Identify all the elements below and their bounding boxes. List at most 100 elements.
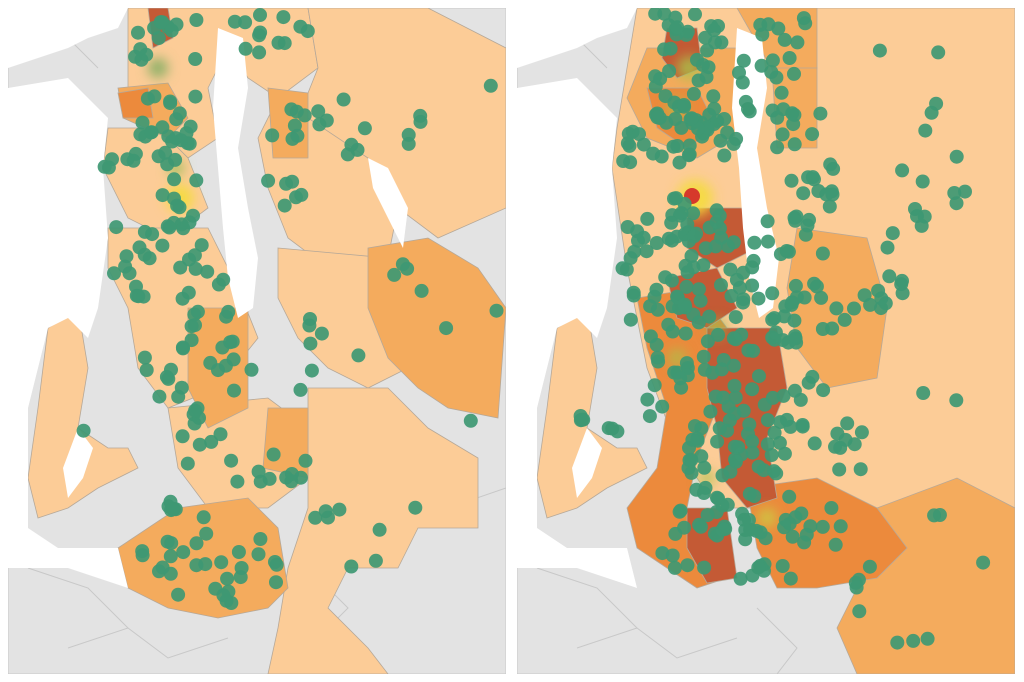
point-marker [152, 389, 167, 404]
point-marker [751, 459, 766, 474]
point-marker [265, 128, 280, 143]
point-marker [120, 152, 135, 167]
point-marker [698, 30, 713, 45]
point-marker [168, 152, 183, 167]
point-marker [639, 244, 654, 259]
point-marker [167, 172, 182, 187]
point-marker [135, 115, 150, 130]
point-marker [765, 53, 780, 68]
point-marker [741, 343, 756, 358]
point-marker [135, 548, 150, 563]
point-marker [680, 558, 695, 573]
point-marker [253, 532, 268, 546]
point-marker [220, 571, 235, 586]
point-marker [788, 278, 803, 293]
point-marker [790, 35, 805, 50]
point-marker [775, 559, 790, 573]
point-marker [164, 23, 179, 38]
point-marker [188, 261, 203, 276]
point-marker [783, 571, 798, 586]
point-marker [802, 212, 816, 227]
point-marker [188, 89, 203, 104]
point-marker [357, 121, 372, 136]
point-marker [738, 523, 753, 537]
point-marker [615, 261, 630, 276]
left-map-panel[interactable] [8, 8, 506, 674]
water-bodies [8, 8, 408, 588]
point-marker [155, 15, 170, 30]
point-marker [227, 14, 242, 29]
point-marker [318, 504, 333, 519]
point-marker [815, 519, 830, 534]
point-marker [97, 159, 112, 174]
point-marker [723, 464, 738, 479]
point-marker [654, 149, 669, 164]
point-marker [304, 363, 319, 378]
point-marker [665, 324, 680, 339]
point-marker [165, 134, 180, 149]
point-marker [647, 378, 662, 393]
point-marker [647, 289, 662, 304]
point-marker [655, 546, 670, 561]
point-marker [853, 462, 868, 477]
point-marker [372, 522, 387, 537]
zone-mid-orange-5 [262, 407, 309, 479]
point-marker [882, 269, 897, 284]
point-marker [697, 460, 712, 475]
point-marker [413, 114, 428, 129]
point-marker [735, 75, 750, 90]
point-marker [164, 362, 178, 377]
point-marker [736, 295, 750, 310]
point-marker [693, 293, 708, 308]
puget-sound [517, 8, 637, 588]
point-marker [187, 307, 202, 322]
point-marker [816, 383, 831, 398]
point-marker [906, 633, 921, 648]
point-marker [733, 571, 748, 586]
point-marker [872, 43, 887, 58]
point-marker [238, 15, 253, 30]
point-marker [805, 127, 820, 142]
point-marker [787, 313, 802, 328]
point-marker [760, 413, 775, 428]
point-marker [729, 131, 744, 146]
point-marker [709, 215, 724, 229]
point-marker [813, 106, 828, 121]
point-marker [169, 112, 184, 127]
point-marker [293, 382, 308, 397]
point-marker [815, 246, 830, 261]
point-marker [225, 334, 240, 349]
point-marker [332, 502, 347, 517]
point-marker [668, 526, 683, 541]
point-marker [266, 447, 281, 462]
left-map-canvas [8, 8, 506, 674]
point-marker [728, 310, 743, 325]
point-marker [400, 261, 415, 276]
right-map-panel[interactable] [517, 8, 1015, 674]
point-marker [788, 510, 803, 525]
point-marker [188, 318, 202, 333]
point-marker [724, 289, 739, 303]
point-marker [760, 214, 775, 229]
point-marker [298, 453, 313, 468]
point-marker [287, 118, 302, 133]
point-marker [642, 409, 657, 424]
point-marker [664, 273, 679, 288]
point-marker [915, 174, 930, 189]
point-marker [640, 211, 655, 226]
point-marker [189, 558, 204, 573]
point-marker [463, 413, 478, 428]
point-marker [215, 340, 230, 355]
point-marker [710, 528, 725, 543]
point-marker [863, 297, 878, 312]
point-marker [709, 203, 724, 218]
puget-sound [8, 8, 128, 588]
point-marker [691, 282, 706, 297]
point-marker [797, 290, 812, 305]
point-marker [728, 452, 743, 467]
point-marker [303, 336, 318, 351]
point-marker [158, 145, 173, 160]
point-marker [650, 302, 665, 317]
point-marker [678, 326, 693, 341]
point-marker [277, 198, 292, 213]
